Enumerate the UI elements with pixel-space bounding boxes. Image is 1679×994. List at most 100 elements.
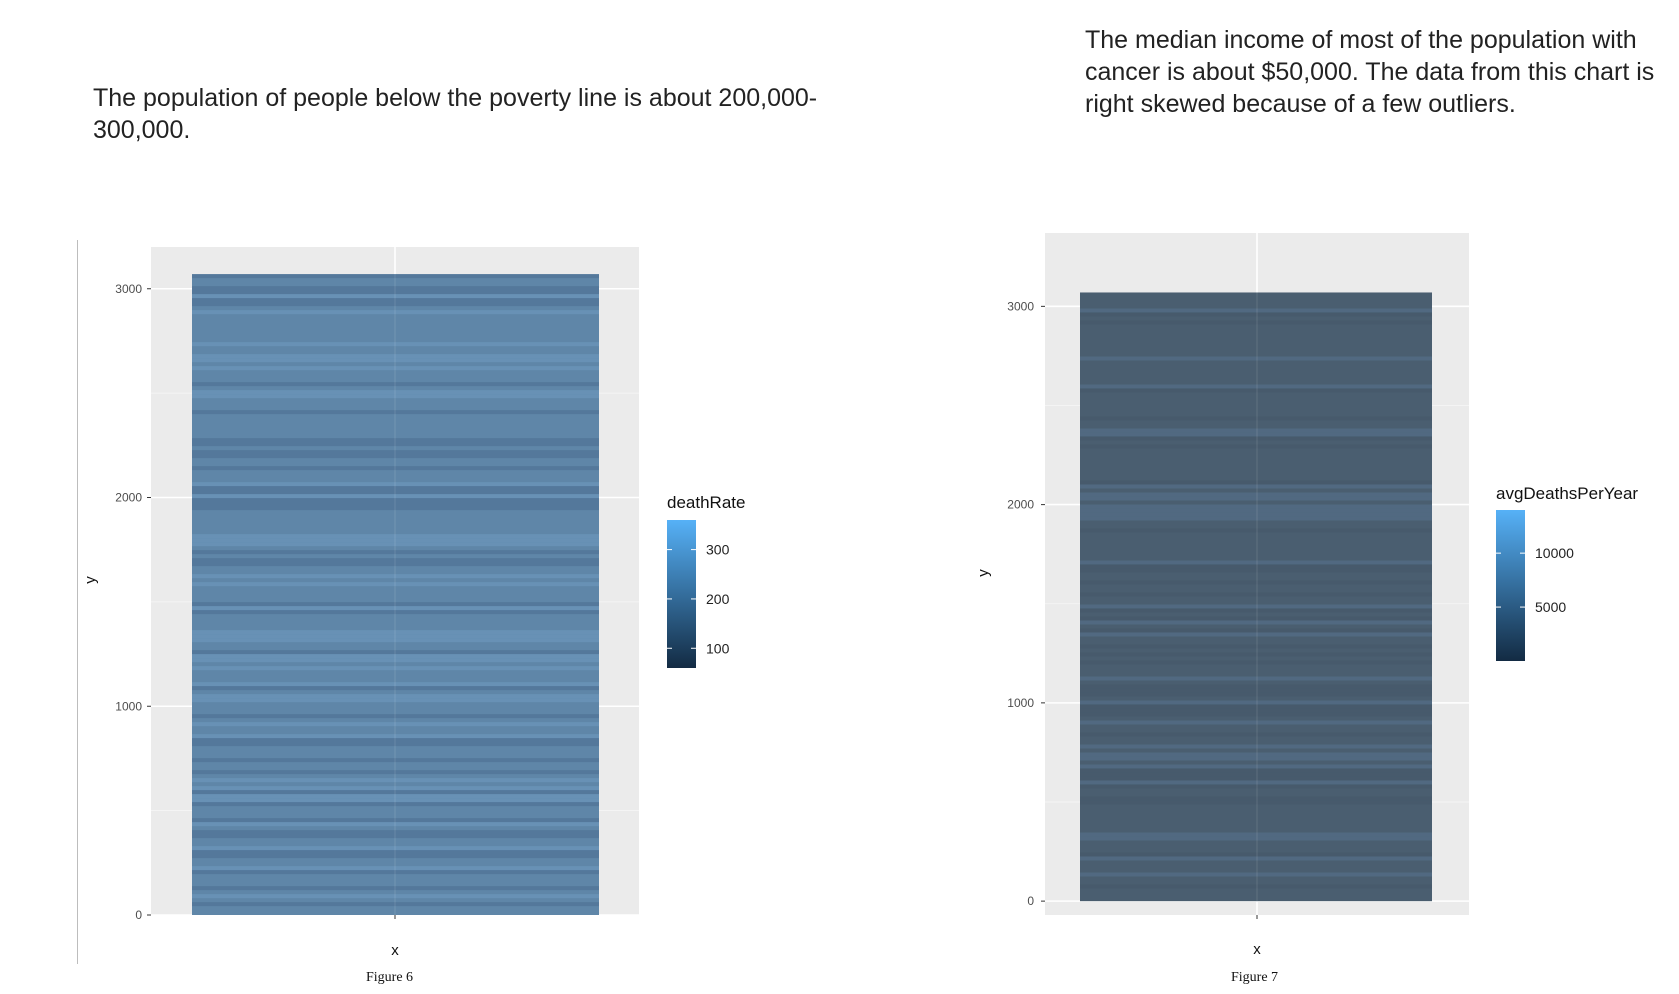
chart2-bar-stripe	[1080, 508, 1432, 513]
chart1-bar-stripe	[192, 818, 599, 823]
chart1-bar-stripe	[192, 650, 599, 655]
chart2-bar-stripe	[1080, 768, 1432, 773]
chart1-bar-stripe	[192, 538, 599, 543]
chart1-bar-stripe	[192, 834, 599, 839]
chart2-bar-stripe	[1080, 436, 1432, 441]
chart1-bar-stripe	[192, 550, 599, 555]
chart2-bar-stripe	[1080, 704, 1432, 709]
chart1-bar-stripe	[192, 686, 599, 691]
chart1-bar-stripe	[192, 302, 599, 307]
chart1-bar-stripe	[192, 870, 599, 875]
chart2-bar-stripe	[1080, 388, 1432, 393]
chart1-bar-stripe	[192, 698, 599, 703]
chart1-bar-stripe	[192, 602, 599, 607]
chart2-bar-stripe	[1080, 744, 1432, 749]
chart1-bar-stripe	[192, 466, 599, 471]
chart1-bar-stripe	[192, 666, 599, 671]
chart2-bar-stripe	[1080, 720, 1432, 725]
chart2-bar-stripe	[1080, 308, 1432, 313]
chart1-legend-colorbar	[667, 520, 696, 668]
chart2-bar-stripe	[1080, 484, 1432, 489]
chart1-bar-stripe	[192, 630, 599, 635]
chart2-bar-stripe	[1080, 320, 1432, 325]
chart2-bar-stripe	[1080, 528, 1432, 533]
chart2-bar-stripe	[1080, 564, 1432, 569]
chart1-bar-stripe	[192, 854, 599, 859]
chart1-bar-stripe	[192, 606, 599, 611]
chart2-bar-stripe	[1080, 632, 1432, 637]
chart2-bar-stripe	[1080, 580, 1432, 585]
chart1-bar-stripe	[192, 482, 599, 487]
chart1-legend-tick-label: 200	[706, 591, 730, 607]
chart2-bar-stripe	[1080, 676, 1432, 681]
chart2-bar-stripe	[1080, 900, 1432, 902]
chart2-bar-stripe	[1080, 800, 1432, 805]
chart1-x-axis-title: x	[391, 942, 399, 959]
chart1-bar-stripe	[192, 354, 599, 359]
chart1-bar-stripe	[192, 562, 599, 567]
chart1-bar-stripe	[192, 798, 599, 803]
chart2-bar-stripe	[1080, 884, 1432, 889]
chart1-bar-stripe	[192, 542, 599, 547]
chart2-bar-stripe	[1080, 852, 1432, 857]
chart1-legend-title: deathRate	[667, 493, 745, 512]
chart2-bar-stripe	[1080, 756, 1432, 761]
chart1-bar-stripe	[192, 410, 599, 415]
caption-median-income: The median income of most of the populat…	[1085, 26, 1655, 118]
chart1-bar-stripe	[192, 634, 599, 639]
chart1-bar-stripe	[192, 610, 599, 615]
chart2-bar-stripe	[1080, 660, 1432, 665]
chart1-bar-stripe	[192, 682, 599, 687]
chart1-bar-stripe	[192, 498, 599, 503]
chart1-bar-stripe	[192, 722, 599, 727]
chart1-bar-stripe	[192, 694, 599, 699]
chart1-y-tick-label: 0	[135, 908, 142, 922]
chart1-bar-stripe	[192, 778, 599, 783]
chart1-y-tick-label: 1000	[115, 699, 142, 713]
chart1-bar-stripe	[192, 822, 599, 827]
chart1-bar-stripe	[192, 830, 599, 835]
chart1-bar-stripe	[192, 274, 599, 279]
chart2-bar-stripe	[1080, 516, 1432, 521]
chart1-bar-stripe	[192, 486, 599, 491]
chart2-bar-stripe	[1080, 504, 1432, 509]
chart1-bar-stripe	[192, 802, 599, 807]
chart2-bar-stripe	[1080, 628, 1432, 633]
chart1-bar-stripe	[192, 742, 599, 747]
chart1-bar-stripe	[192, 654, 599, 659]
page-divider-line	[77, 240, 78, 964]
chart2-legend-tick-label: 10000	[1535, 545, 1574, 561]
chart2-y-tick-label: 2000	[1007, 498, 1034, 512]
chart2-y-axis-title: y	[975, 569, 992, 577]
chart2-bar-stripe	[1080, 512, 1432, 517]
chart2-bar-stripe	[1080, 568, 1432, 573]
chart2-bar-stripe	[1080, 560, 1432, 565]
chart1-bar-stripe	[192, 770, 599, 775]
chart1-bar-stripe	[192, 454, 599, 459]
chart1-bar-stripe	[192, 490, 599, 495]
chart2-bar-stripe	[1080, 384, 1432, 389]
chart1-bar-stripe	[192, 506, 599, 511]
chart2-bar-stripe	[1080, 764, 1432, 769]
chart1-bar-stripe	[192, 390, 599, 395]
chart1-y-tick-label: 2000	[115, 491, 142, 505]
chart2-bar-stripe	[1080, 872, 1432, 877]
chart2-bar-stripe	[1080, 592, 1432, 597]
chart1-bar-stripe	[192, 886, 599, 891]
chart1-bar	[192, 274, 599, 915]
chart2-bar-stripe	[1080, 652, 1432, 657]
chart2-bar-stripe	[1080, 832, 1432, 837]
chart2-y-tick-label: 0	[1027, 894, 1034, 908]
chart1-y-axis-title: y	[82, 576, 99, 584]
chart2-bar-stripe	[1080, 432, 1432, 437]
chart1-bar-stripe	[192, 582, 599, 587]
chart1-bar-stripe	[192, 794, 599, 799]
chart2-bar-stripe	[1080, 644, 1432, 649]
chart1-bar-stripe	[192, 382, 599, 387]
chart1-bar-stripe	[192, 850, 599, 855]
chart2-bar-stripe	[1080, 752, 1432, 757]
chart2-bar-stripe	[1080, 796, 1432, 801]
chart2-bar-stripe	[1080, 492, 1432, 497]
chart2-bar-stripe	[1080, 732, 1432, 737]
chart2-bar-stripe	[1080, 616, 1432, 621]
